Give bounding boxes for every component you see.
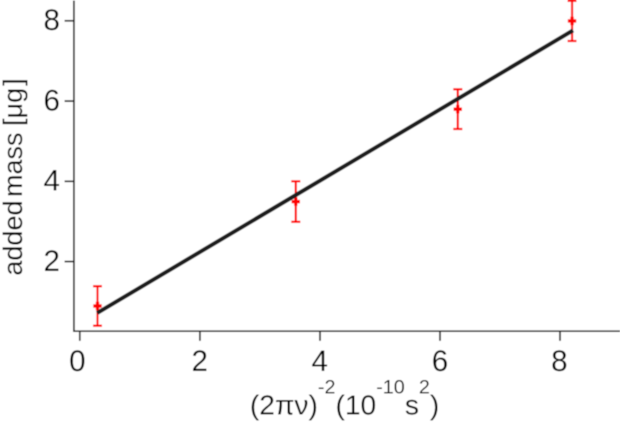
svg-text:8: 8 (551, 345, 567, 378)
svg-text:2: 2 (191, 345, 207, 378)
svg-text:2: 2 (44, 245, 60, 278)
svg-text:0: 0 (69, 345, 85, 378)
svg-text:6: 6 (44, 84, 60, 117)
svg-text:4: 4 (44, 165, 60, 198)
svg-text:8: 8 (44, 4, 60, 37)
svg-text:6: 6 (432, 345, 448, 378)
svg-text:added mass [μg]: added mass [μg] (0, 78, 28, 275)
svg-text:4: 4 (311, 345, 327, 378)
